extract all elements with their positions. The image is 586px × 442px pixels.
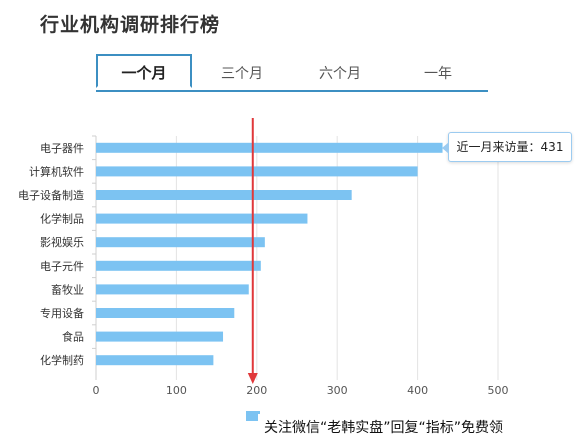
bar xyxy=(96,142,443,153)
category-label: 食品 xyxy=(62,330,84,344)
bar xyxy=(96,237,265,248)
bar xyxy=(96,355,214,366)
x-tick-label: 400 xyxy=(407,384,428,397)
x-tick-label: 300 xyxy=(327,384,348,397)
x-tick-label: 500 xyxy=(488,384,509,397)
category-label: 化学制品 xyxy=(40,212,84,226)
period-tabs: 一个月 三个月 六个月 一年 xyxy=(96,54,488,92)
bar xyxy=(96,308,235,318)
category-label: 电子设备制造 xyxy=(18,188,84,202)
bar xyxy=(96,260,261,271)
category-label: 计算机软件 xyxy=(29,164,84,178)
bar xyxy=(96,331,224,342)
watermark-text: 关注微信“老韩实盘”回复“指标”免费领 xyxy=(258,414,586,442)
category-label: 电子元件 xyxy=(40,260,84,273)
tab-three-months[interactable]: 三个月 xyxy=(221,66,263,82)
bar xyxy=(96,213,308,224)
bar xyxy=(96,166,418,177)
tab-one-year[interactable]: 一年 xyxy=(424,66,452,82)
category-label: 专用设备 xyxy=(40,306,84,320)
tab-one-month[interactable]: 一个月 xyxy=(96,54,192,88)
category-label: 化学制药 xyxy=(40,353,84,367)
legend-swatch xyxy=(246,411,260,421)
page-title: 行业机构调研排行榜 xyxy=(40,14,221,36)
x-tick-label: 100 xyxy=(166,384,187,397)
x-tick-label: 200 xyxy=(246,384,267,397)
category-label: 电子器件 xyxy=(40,142,84,155)
x-tick-label: 0 xyxy=(93,384,100,397)
bar xyxy=(96,190,352,200)
tab-six-months[interactable]: 六个月 xyxy=(319,66,361,82)
chart-tooltip: 近一月来访量：431 xyxy=(442,132,572,162)
category-label: 影视娱乐 xyxy=(40,235,84,249)
bar xyxy=(96,284,249,295)
category-label: 畜牧业 xyxy=(51,282,84,296)
marker-arrowhead xyxy=(247,373,258,384)
